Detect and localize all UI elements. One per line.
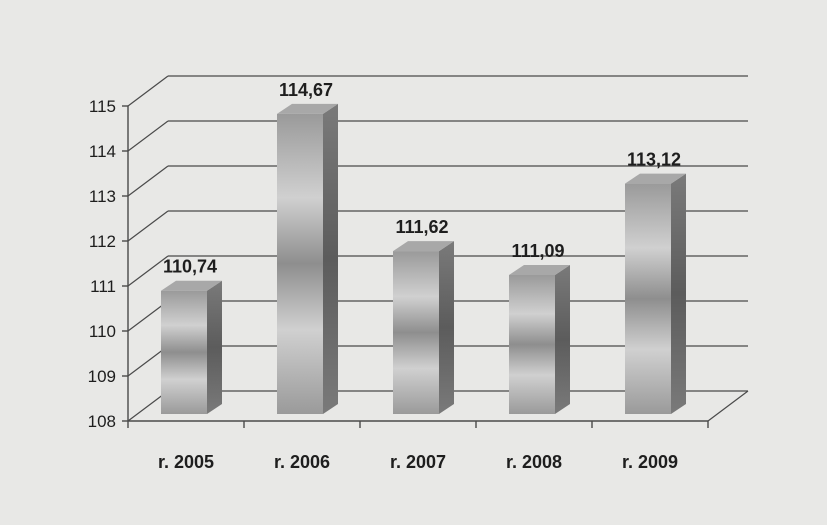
data-label: 111,62 <box>395 217 448 237</box>
bar-top <box>509 264 570 275</box>
gridline-depth-113 <box>127 165 169 197</box>
y-tick-label: 112 <box>89 232 116 251</box>
x-tick-label: r. 2008 <box>506 452 562 472</box>
gridline-depth-115 <box>127 75 169 107</box>
y-tick-label: 115 <box>89 97 116 116</box>
floor-right-edge <box>707 390 749 422</box>
data-label: 113,12 <box>627 150 681 170</box>
grid-layer <box>127 75 748 422</box>
y-tick-label: 113 <box>89 187 116 206</box>
bar-top <box>625 173 686 184</box>
bar-front <box>393 251 439 414</box>
y-tick-label: 114 <box>89 142 116 161</box>
bar-side <box>555 264 570 414</box>
x-tick-label: r. 2009 <box>622 452 678 472</box>
gridline-depth-112 <box>127 210 169 242</box>
y-tick-label: 109 <box>88 367 116 386</box>
bar-top <box>393 241 454 252</box>
y-tick-label: 108 <box>88 412 116 431</box>
bar-front <box>161 290 207 414</box>
bar-side <box>323 103 338 414</box>
y-tick-label: 110 <box>89 322 116 341</box>
data-label: 110,74 <box>163 257 217 277</box>
bar-layer <box>161 103 686 414</box>
x-tick-label: r. 2007 <box>390 452 446 472</box>
x-tick-label: r. 2005 <box>158 452 214 472</box>
label-layer: 108 109 110 111 112 113 114 115 110,74 r. 2005 114… <box>88 80 681 472</box>
data-label: 114,67 <box>279 80 333 100</box>
bar-top <box>277 103 338 114</box>
data-label: 111,09 <box>511 241 564 261</box>
x-tick-label: r. 2006 <box>274 452 330 472</box>
bar-side <box>439 241 454 414</box>
bar-front <box>625 183 671 414</box>
y-tick-label: 111 <box>90 277 116 296</box>
gridline-depth-111 <box>127 255 169 287</box>
bar-front <box>277 113 323 414</box>
bar-front <box>509 274 555 414</box>
bar-side <box>671 173 686 414</box>
gridline-depth-114 <box>127 120 169 152</box>
bar-side <box>207 280 222 414</box>
bar-top <box>161 280 222 291</box>
